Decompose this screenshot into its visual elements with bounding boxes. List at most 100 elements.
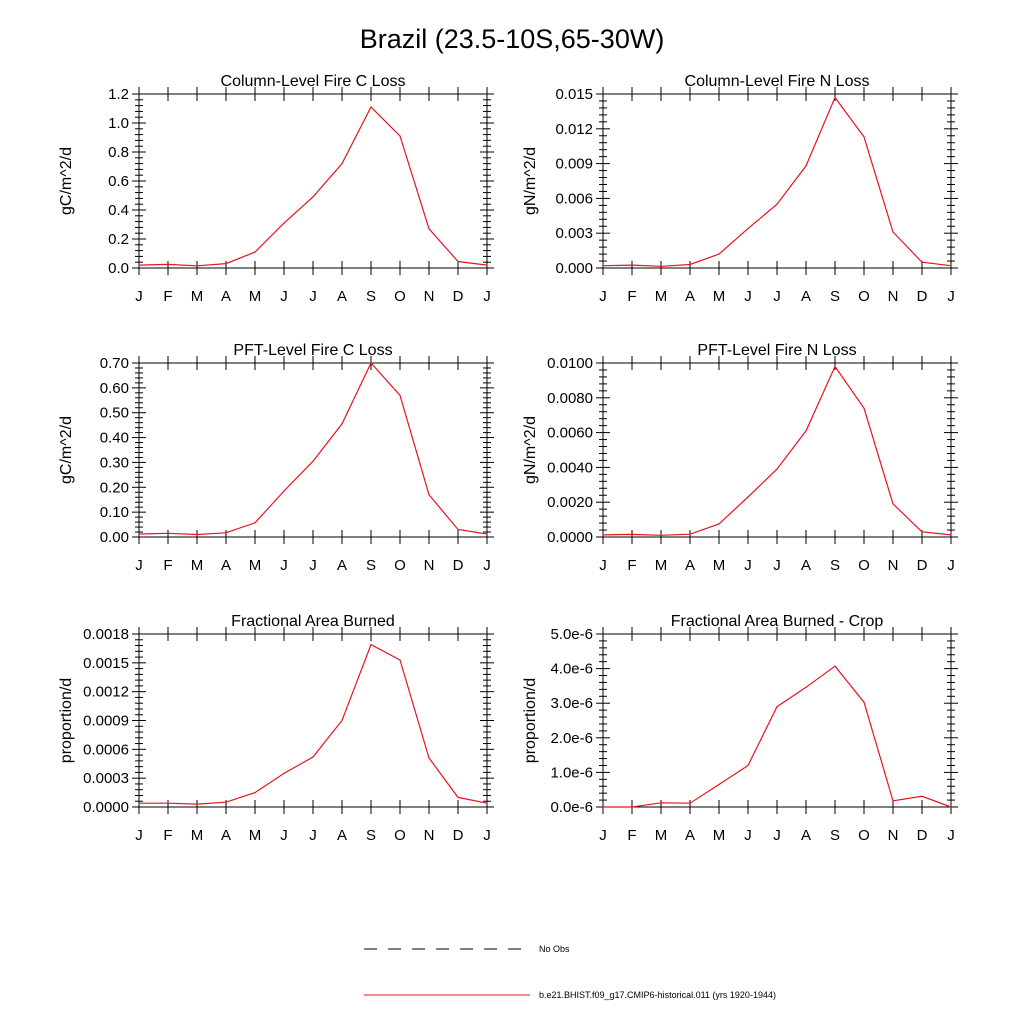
figure-title: Brazil (23.5-10S,65-30W) xyxy=(360,24,665,54)
x-tick-label: F xyxy=(627,827,636,844)
y-tick-label: 0.009 xyxy=(555,156,593,173)
data-point xyxy=(428,228,430,230)
data-point xyxy=(689,263,691,266)
data-point xyxy=(602,265,604,267)
data-point xyxy=(486,533,488,535)
x-tick-label: J xyxy=(309,557,317,574)
data-point xyxy=(921,795,923,797)
y-tick-label: 0.20 xyxy=(100,479,129,496)
y-tick-label: 0.60 xyxy=(100,380,129,397)
x-tick-label: M xyxy=(249,827,262,844)
x-tick-label: J xyxy=(744,288,752,305)
data-point xyxy=(660,802,662,804)
y-tick-label: 0.10 xyxy=(100,504,129,521)
y-axis-label: proportion/d xyxy=(58,678,75,763)
y-tick-label: 0.4 xyxy=(108,202,129,219)
x-tick-label: A xyxy=(685,288,695,305)
y-tick-label: 0.6 xyxy=(108,173,129,190)
legend-model-label: b.e21.BHIST.f09_g17.CMIP6-historical.011… xyxy=(539,990,776,1000)
data-point xyxy=(196,533,198,536)
series-line xyxy=(602,96,952,267)
data-point xyxy=(718,253,720,255)
x-tick-label: M xyxy=(249,557,262,574)
x-tick-label: J xyxy=(599,827,607,844)
y-tick-label: 0.0009 xyxy=(83,713,129,730)
plot-frame xyxy=(138,362,488,538)
x-tick-label: J xyxy=(135,827,143,844)
x-tick-label: J xyxy=(773,827,781,844)
data-point xyxy=(805,430,807,432)
x-tick-label: J xyxy=(744,827,752,844)
x-tick-label: J xyxy=(309,288,317,305)
x-tick-label: O xyxy=(858,827,870,844)
x-tick-label: D xyxy=(453,827,464,844)
x-tick-label: D xyxy=(453,557,464,574)
y-tick-label: 1.0 xyxy=(108,115,129,132)
x-tick-label: A xyxy=(337,827,347,844)
data-point xyxy=(689,533,691,535)
data-point xyxy=(805,686,807,688)
y-tick-label: 0.2 xyxy=(108,231,129,248)
y-tick-label: 0.0020 xyxy=(547,494,593,511)
panel-title: PFT-Level Fire C Loss xyxy=(233,342,392,359)
x-tick-label: A xyxy=(221,288,231,305)
data-point xyxy=(689,802,691,804)
data-point xyxy=(370,106,372,108)
data-point xyxy=(312,756,314,758)
data-point xyxy=(805,165,807,167)
plot-frame xyxy=(602,633,952,808)
data-point xyxy=(399,394,401,396)
x-tick-label: O xyxy=(858,288,870,305)
x-tick-label: J xyxy=(280,288,288,305)
x-tick-label: N xyxy=(888,827,899,844)
data-point xyxy=(892,231,894,233)
chart-panel-5: Fractional Area Burned proportion/d 0.0000… xyxy=(58,613,494,844)
x-tick-label: S xyxy=(366,557,376,574)
data-point xyxy=(718,783,720,786)
data-point xyxy=(283,222,285,224)
y-tick-label: 0.015 xyxy=(555,86,593,103)
chart-panels: Column-Level Fire C Loss gC/m^2/d 0.0 0.2 0.… xyxy=(58,73,958,844)
panel-title: Fractional Area Burned - Crop xyxy=(671,613,884,630)
y-tick-label: 0.0060 xyxy=(547,425,593,442)
x-tick-label: M xyxy=(655,557,668,574)
data-point xyxy=(341,423,343,425)
y-axis-label: proportion/d xyxy=(522,678,539,763)
data-point xyxy=(892,503,894,505)
y-tick-label: 0.0e-6 xyxy=(550,799,593,816)
data-point xyxy=(718,523,720,525)
data-point xyxy=(950,265,952,267)
x-tick-label: A xyxy=(685,827,695,844)
x-tick-label: J xyxy=(483,288,491,305)
data-point xyxy=(341,719,343,722)
series-line xyxy=(602,365,952,536)
panel-title: PFT-Level Fire N Loss xyxy=(697,342,856,359)
plot-frame xyxy=(138,633,488,808)
x-tick-label: F xyxy=(627,288,636,305)
panel-title: Column-Level Fire C Loss xyxy=(221,73,406,90)
data-point xyxy=(834,365,836,368)
data-point xyxy=(631,264,633,266)
data-point xyxy=(283,490,285,492)
data-point xyxy=(863,136,865,138)
x-tick-label: M xyxy=(655,827,668,844)
x-tick-label: J xyxy=(599,557,607,574)
series-line xyxy=(603,665,952,808)
data-point xyxy=(747,764,749,767)
x-tick-label: J xyxy=(483,557,491,574)
data-point xyxy=(863,701,865,703)
y-axis-label: gN/m^2/d xyxy=(522,416,539,484)
x-tick-label: O xyxy=(394,557,406,574)
y-tick-label: 4.0e-6 xyxy=(550,661,593,678)
y-tick-label: 0.000 xyxy=(555,260,593,277)
series-line xyxy=(138,105,488,267)
data-point xyxy=(254,522,256,524)
x-tick-label: M xyxy=(713,288,726,305)
series-line xyxy=(138,361,488,536)
y-tick-label: 0.50 xyxy=(100,405,129,422)
y-tick-label: 0.0012 xyxy=(83,684,129,701)
x-tick-label: N xyxy=(424,827,435,844)
y-tick-label: 0.0000 xyxy=(547,529,593,546)
x-tick-label: S xyxy=(830,288,840,305)
y-tick-label: 0.0006 xyxy=(83,741,129,758)
